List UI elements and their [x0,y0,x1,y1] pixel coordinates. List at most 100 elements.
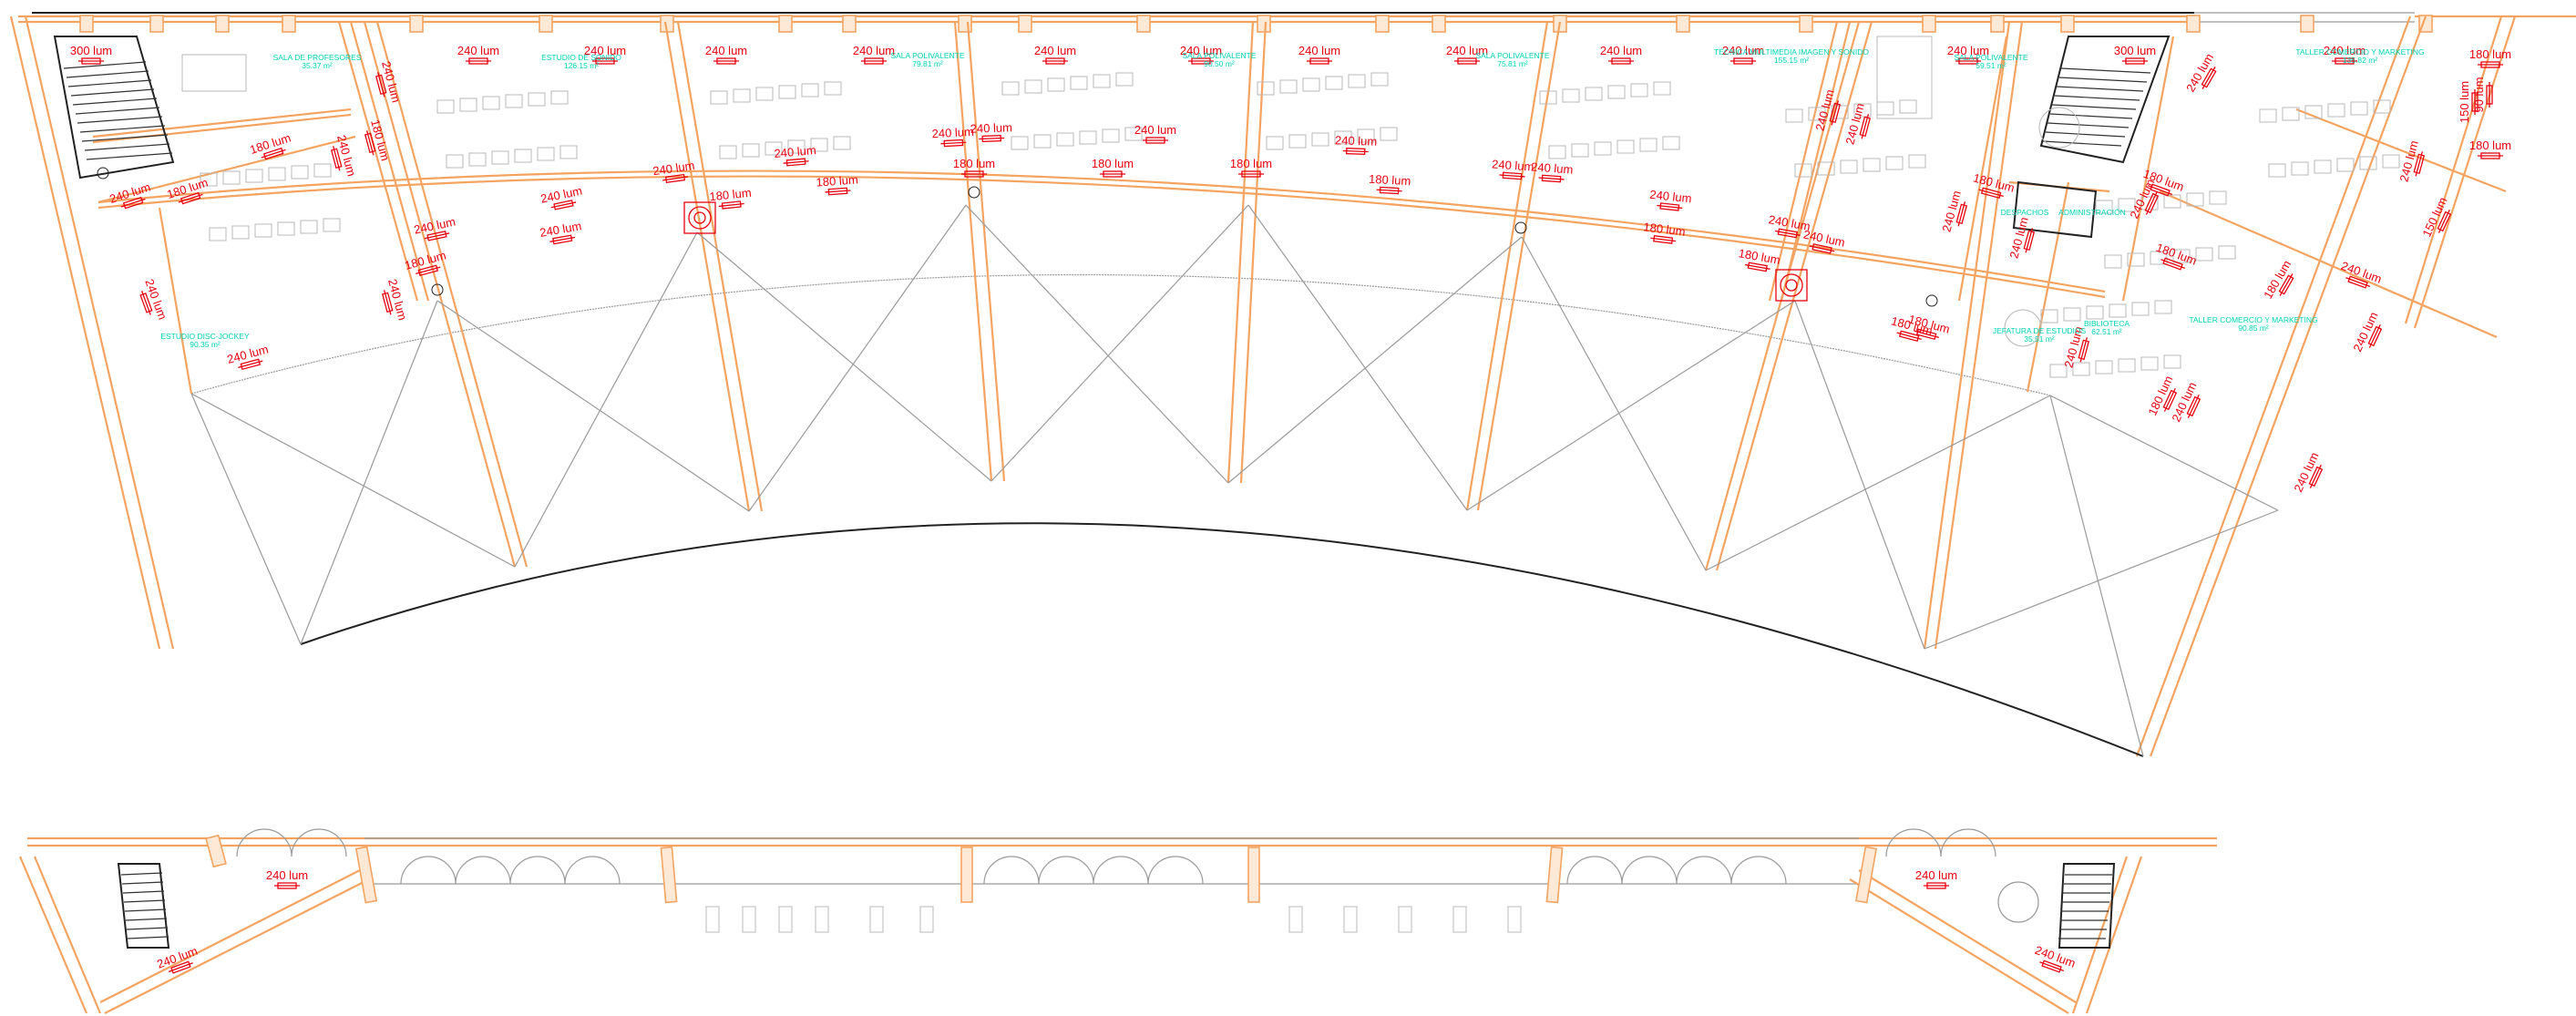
luminaire-icon [1342,147,1369,156]
luminaire-icon [1774,228,1801,239]
room-name: SALA POLIVALENTE [1954,53,2027,62]
furniture [181,36,2400,378]
luminaire-icon [549,234,576,245]
luminance-label: 240 lum [931,125,974,140]
room-area: 90.35 m² [190,340,221,349]
luminaire-icon [961,170,987,178]
luminaire-icon [274,882,300,889]
luminance-label: 180 lum [1369,172,1411,188]
luminaire-icon [139,291,153,315]
luminaire-icon [825,187,851,196]
luminance-label: 300 lum [70,44,112,57]
fixtures [97,167,1938,307]
luminaire-icon [1100,170,1125,178]
luminance-label: 240 lum [142,277,169,322]
luminance-label: 240 lum [853,44,895,57]
luminaire-icon [2039,960,2064,973]
room-name: DESPACHOS [2001,208,2049,217]
luminaire-icon [1238,170,1264,178]
luminaire-icon [2144,190,2160,215]
luminance-label: 240 lum [2339,259,2384,286]
luminaire-icon [466,57,491,65]
luminaire-icon [2437,209,2452,233]
luminance-label: 240 lum [1915,868,1957,882]
luminaire-icon [2345,275,2370,289]
lower-floor [18,828,2217,1014]
room-area: 79.81 m² [912,59,943,68]
luminaire-icon [713,57,739,65]
luminance-label: 180 lum [816,172,858,189]
room-area: 75.81 m² [1497,59,1528,68]
luminaire-icon [1978,187,2004,200]
luminaire-icon [2486,82,2493,108]
room-area: 155.15 m² [1774,56,1809,65]
luminaire-icon [2332,57,2357,65]
luminance-label: 300 lum [2114,44,2156,57]
luminaire-icon [424,231,450,241]
luminaire-icon [381,290,394,315]
luminaire-icon [1608,57,1634,65]
luminance-label: 240 lum [1446,44,1488,57]
room-area: 35.51 m² [2024,334,2055,344]
luminaire-icon [1924,882,1949,889]
luminance-label: 180 lum [709,186,753,204]
luminance-label: 240 lum [1180,44,1222,57]
luminaire-icon [78,57,104,65]
luminaire-icon [1538,174,1565,183]
luminaire-icon [238,358,263,371]
luminaire-icon [2478,152,2503,159]
luminance-label: 240 lum [108,180,152,206]
luminaire-icon [1657,202,1683,211]
room-name: TALLER COMERCIO Y MARKETING [2295,47,2424,56]
luminaire-icon [1829,100,1842,126]
luminance-label: 240 lum [970,120,1012,136]
luminaire-icon [1744,262,1770,272]
luminaire-icon [169,960,193,974]
room-name: SALA POLIVALENTE [1475,51,1549,60]
luminance-label: 240 lum [2291,450,2321,494]
luminance-label: 240 lum [705,44,747,57]
room-area: 135.82 m² [2343,56,2377,65]
room-area: 90.50 m² [1204,59,1235,68]
luminaire-icon [2471,89,2479,115]
structure-grid [190,21,2279,757]
luminaire-icon [979,134,1005,143]
luminaire-icon [1650,235,1677,244]
luminaire-icon [2148,183,2172,197]
luminance-label: 240 lum [652,159,695,178]
luminaire-icon [2186,394,2201,418]
luminaire-icon [1896,330,1922,343]
luminance-label: 180 lum [2469,47,2511,61]
room-area: 59.51 m² [1976,61,2006,70]
luminaire-icon [1188,57,1214,65]
luminaire-icon [783,158,809,167]
room-area: 35.37 m² [302,61,333,70]
luminance-label: 180 lum [953,157,995,170]
luminaire-icon [662,173,688,184]
room-name: ESTUDIO DE SONIDO [541,53,621,62]
partitions [92,21,2507,395]
luminaire-icon [1042,57,1068,65]
stairs-left [53,36,175,180]
luminance-label: 180 lum [1643,220,1687,239]
luminaire-icon [1454,57,1480,65]
luminance-label: 240 lum [2350,310,2380,354]
luminaire-icon [1307,57,1332,65]
luminance-label: 240 lum [2169,380,2199,424]
luminaire-symbols [78,57,2503,974]
luminaire-icon [861,57,887,65]
luminaire-icon [2078,337,2090,363]
luminaire-icon [2023,228,2036,253]
luminance-label: 240 lum [1722,44,1764,57]
luminance-label: 180 lum [2145,374,2175,417]
luminance-label: 240 lum [1649,188,1693,206]
luminaire-icon [261,147,286,160]
luminance-label: 180 lum [1230,157,1272,170]
room-name: ADMINISTRACIÓN [2058,208,2126,217]
luminance-label: 240 lum [1492,157,1534,173]
luminaire-icon [550,200,577,210]
room-name: SALA POLIVALENTE [890,51,964,60]
luminaire-icon [2278,273,2294,296]
